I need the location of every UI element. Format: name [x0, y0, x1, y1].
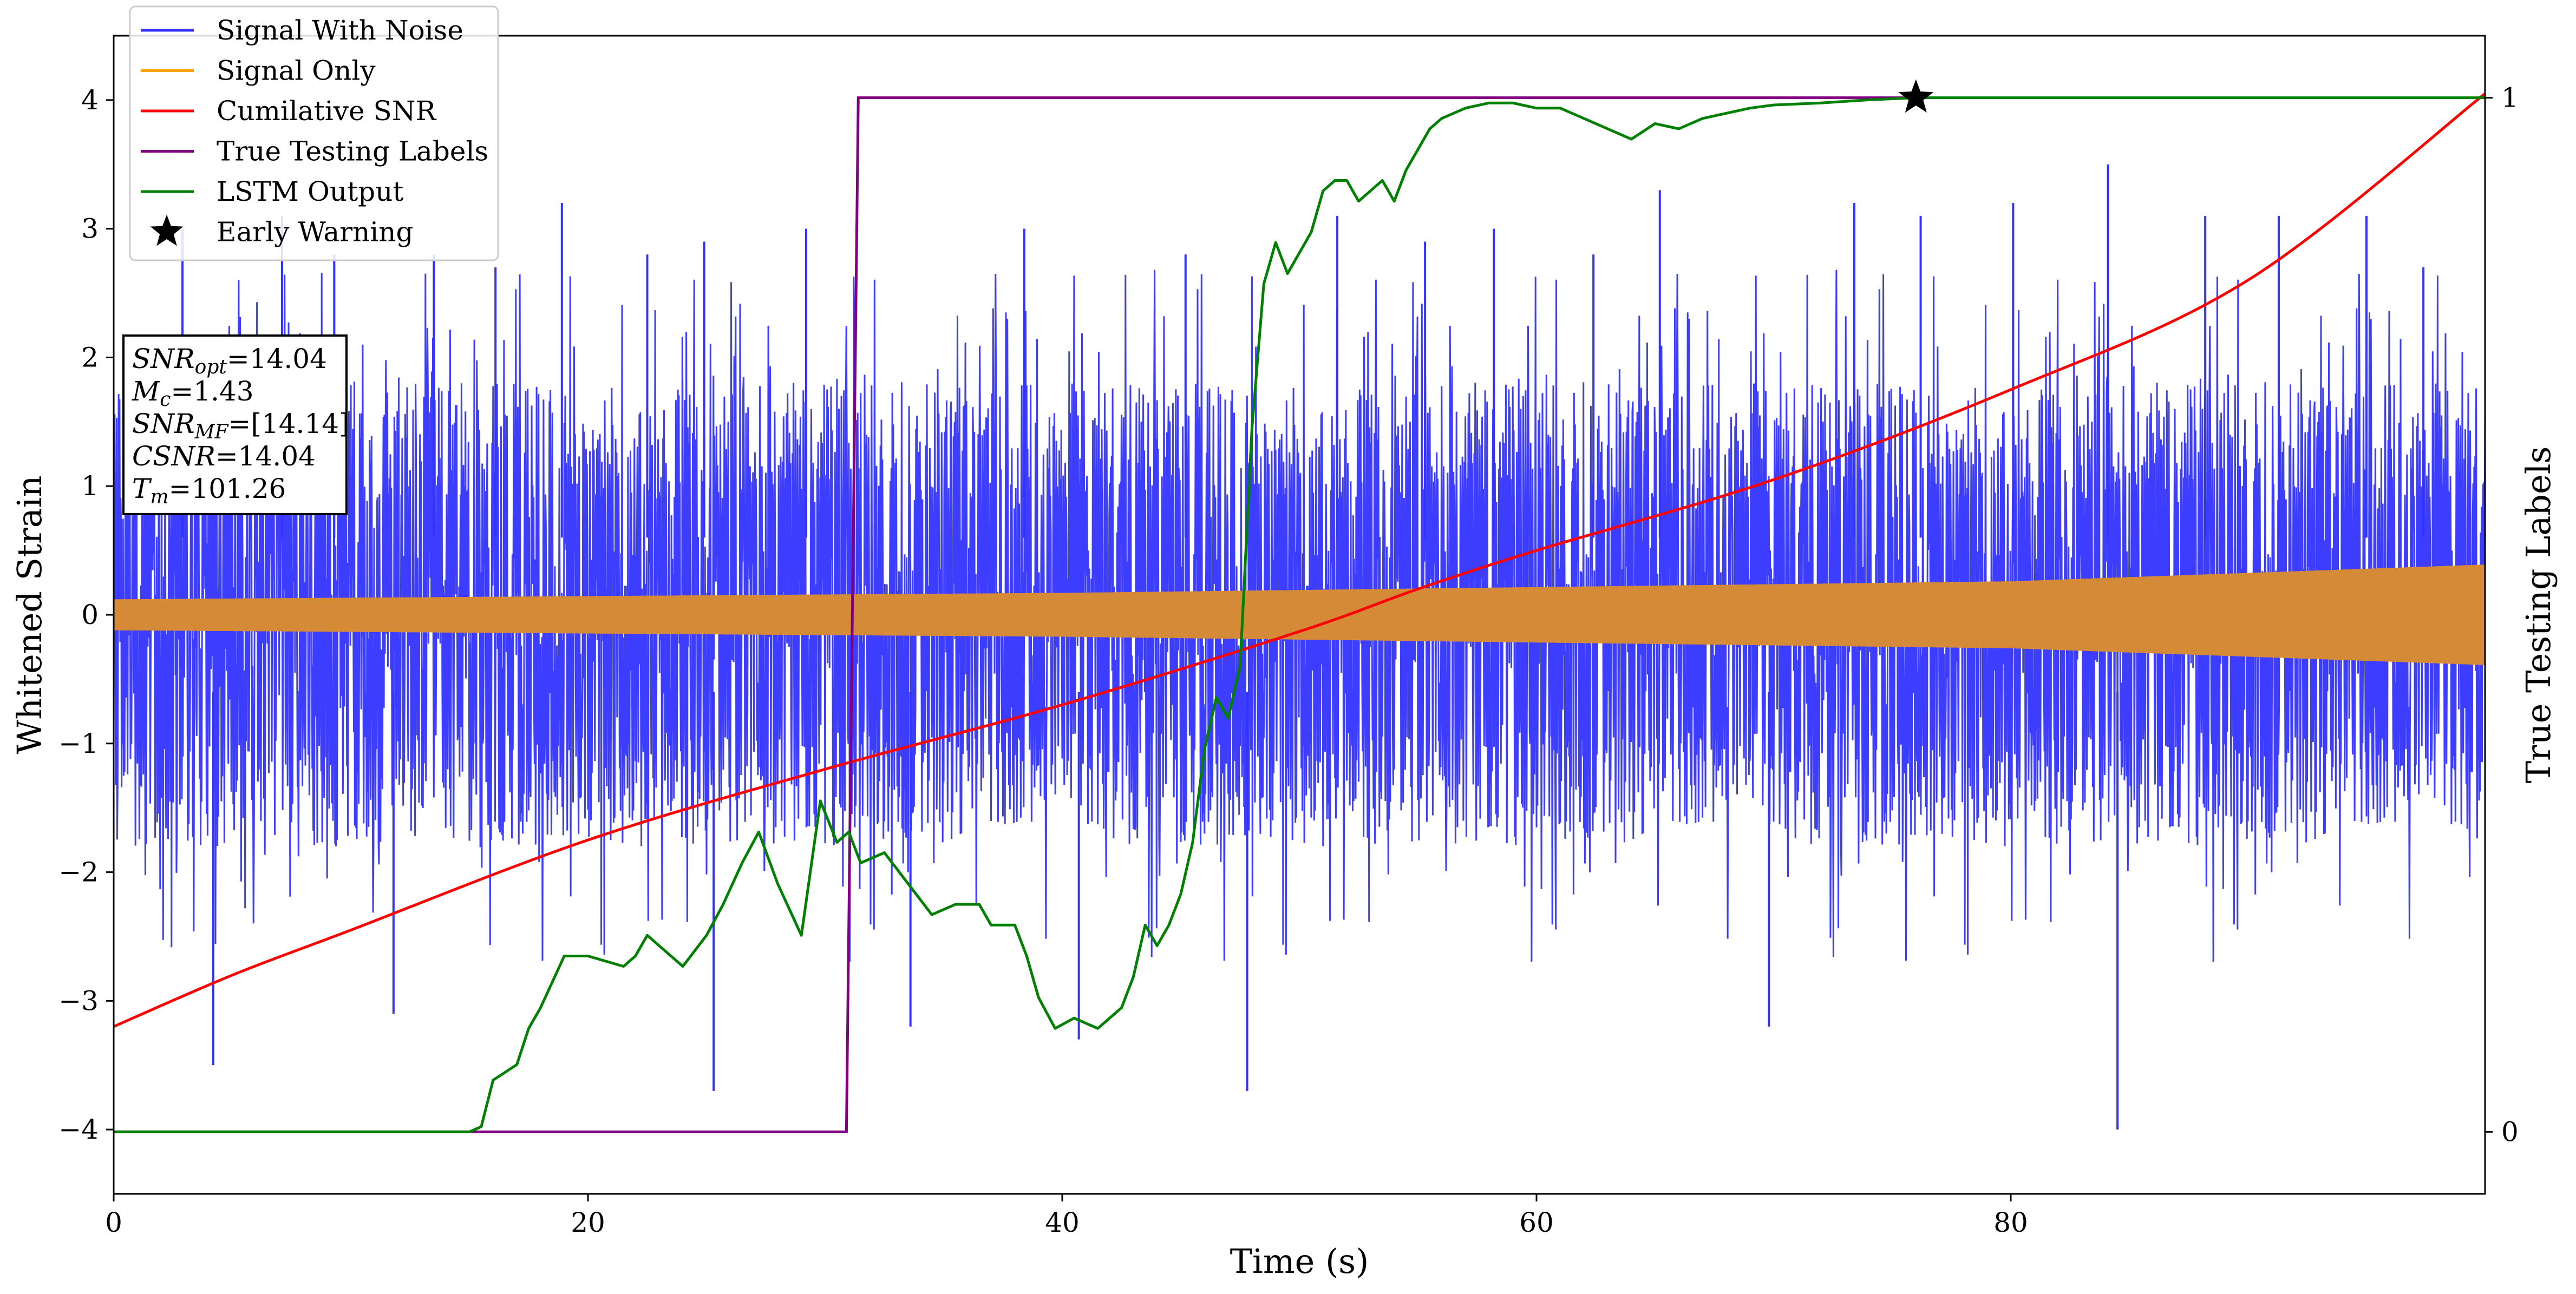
early-warning-marker [1898, 79, 1934, 113]
annotation-subscript: c [160, 389, 171, 411]
legend-swatch-early-warning [150, 214, 184, 246]
legend-label: Signal Only [217, 55, 376, 87]
y-tick-label: 1 [81, 470, 99, 502]
series-true-testing-labels [114, 96, 1916, 1133]
y-tick-label: −2 [58, 857, 99, 888]
y-tick-label: 2 [81, 341, 99, 373]
annotation-value: =101.26 [169, 473, 286, 504]
signal-with-noise-line [114, 270, 2485, 962]
legend-label: Signal With Noise [217, 15, 463, 46]
x-tick-label: 40 [1045, 1207, 1080, 1238]
annotation-subscript: MF [194, 421, 230, 443]
x-tick-label: 0 [105, 1207, 122, 1238]
x-tick-label: 80 [1993, 1207, 2028, 1238]
annotation-symbol: M [132, 376, 161, 407]
annotation-line: Mc=1.43 [132, 376, 254, 411]
series-lstm-output [114, 96, 2485, 1133]
annotation-value: =14.04 [227, 343, 327, 375]
annotation-frame [122, 334, 348, 515]
annotation-line: SNRMF=[14.14] [132, 408, 350, 443]
y-tick-label: 4 [81, 84, 99, 116]
y2-tick-label: 0 [2501, 1116, 2519, 1147]
x-tick-label: 20 [571, 1207, 605, 1238]
annotation-symbol: SNR [132, 408, 195, 439]
series-cumilative-snr [114, 93, 2485, 1028]
annotation-line: Tm=101.26 [132, 473, 286, 508]
y-axis-label: Whitened Strain [10, 476, 49, 754]
legend-label: LSTM Output [217, 176, 403, 207]
annotation-line: CSNR=14.04 [132, 441, 316, 472]
annotation-symbol: SNR [132, 343, 195, 375]
legend-label: True Testing Labels [217, 136, 488, 167]
annotation-subscript: m [150, 486, 168, 508]
y-tick-label: 3 [81, 213, 99, 245]
legend-label: Cumilative SNR [217, 95, 436, 127]
legend-frame [129, 5, 499, 261]
annotation-box: SNRopt=14.04Mc=1.43SNRMF=[14.14]CSNR=14.… [122, 334, 350, 515]
annotation-value: =1.43 [171, 376, 253, 407]
x-tick-label: 60 [1519, 1207, 1554, 1238]
annotation-value: =14.04 [215, 441, 316, 472]
y2-axis-label: True Testing Labels [2519, 446, 2558, 784]
annotation-value: =[14.14] [228, 408, 350, 439]
x-axis-label: Time (s) [1230, 1242, 1369, 1281]
legend: Signal With Noise Signal Only Cumilative S… [129, 5, 499, 261]
annotation-line: SNRopt=14.04 [132, 343, 327, 378]
annotation-symbol: CSNR [132, 441, 215, 472]
series-signal-only [114, 564, 2485, 665]
plot-area [114, 93, 2485, 1133]
y-tick-label: −3 [58, 985, 99, 1016]
y-tick-label: −1 [58, 728, 99, 759]
annotation-subscript: opt [195, 356, 227, 378]
y2-tick-label: 1 [2501, 82, 2519, 114]
annotation-symbol: T [132, 473, 152, 504]
y-tick-label: −4 [58, 1114, 99, 1145]
legend-label: Early Warning [217, 216, 414, 248]
signal-only-line [114, 564, 2485, 665]
y-tick-label: 0 [81, 599, 99, 630]
